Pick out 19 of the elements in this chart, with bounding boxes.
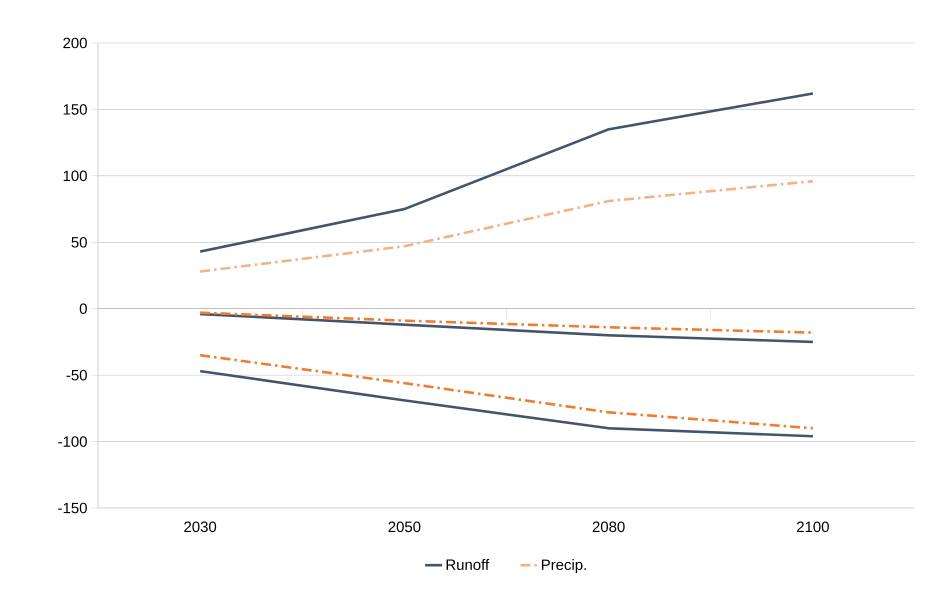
y-tick-label: 100 bbox=[64, 170, 87, 182]
x-tick-label: 2030 bbox=[184, 522, 216, 532]
x-tick-label: 2080 bbox=[592, 522, 625, 532]
y-tick-label: -150 bbox=[58, 502, 87, 514]
y-tick-label: 50 bbox=[71, 236, 87, 248]
y-tick-label: 200 bbox=[63, 38, 87, 48]
y-tick-label: 150 bbox=[64, 104, 87, 115]
legend-label: Runoff bbox=[446, 559, 490, 570]
line-series bbox=[198, 92, 814, 253]
y-tick-label: -50 bbox=[66, 370, 87, 380]
legend-label: Precip. bbox=[542, 559, 586, 573]
y-tick-label: 0 bbox=[80, 303, 87, 314]
line-series bbox=[198, 370, 814, 438]
x-tick-label: 2050 bbox=[388, 522, 420, 532]
line-series bbox=[198, 354, 814, 430]
line-series bbox=[198, 312, 814, 344]
y-tick-label: -100 bbox=[58, 436, 87, 447]
line-series bbox=[198, 180, 814, 273]
x-tick-label: 2100 bbox=[797, 522, 829, 532]
